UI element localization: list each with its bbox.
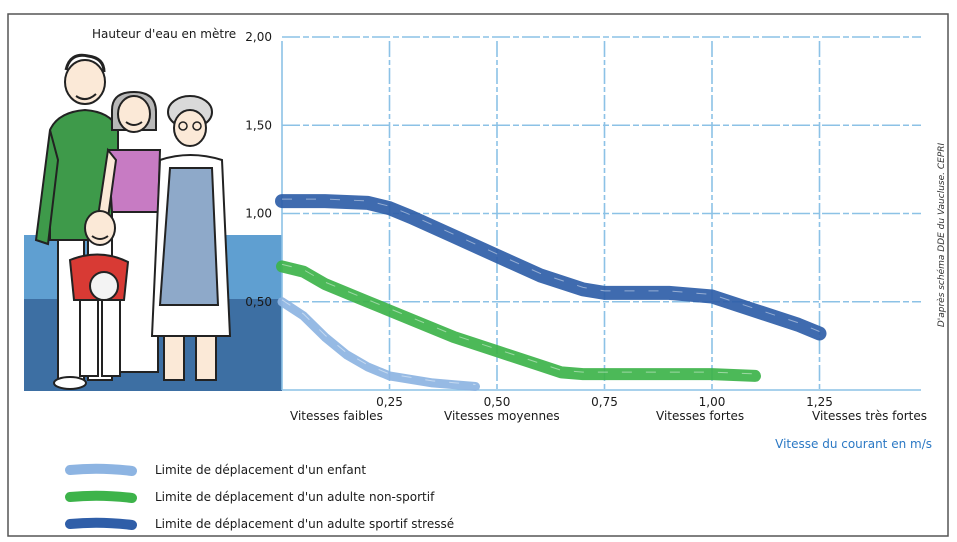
x-tick-label: 0,50: [484, 395, 511, 409]
series-line: [277, 297, 480, 391]
legend: Limite de déplacement d'un enfant Limite …: [65, 463, 454, 531]
series-line-texture: [282, 198, 820, 332]
x-tick-label: 1,00: [699, 395, 726, 409]
speed-zone-label: Vitesses fortes: [656, 409, 744, 423]
series-line: [275, 194, 827, 341]
source-credit: D'après schéma DDE du Vaucluse. CEPRI: [936, 142, 947, 327]
legend-item-label: Limite de déplacement d'un adulte non-sp…: [155, 490, 435, 504]
series-line-texture: [281, 299, 476, 385]
legend-swatch: [65, 490, 137, 503]
x-axis-label: Vitesse du courant en m/s: [775, 437, 932, 451]
grandmother-figure-icon: [150, 95, 232, 381]
x-tick-label: 0,75: [591, 395, 618, 409]
legend-swatch: [65, 463, 137, 476]
x-tick-label: 1,25: [806, 395, 833, 409]
speed-zone-label: Vitesses moyennes: [444, 409, 560, 423]
speed-zone-labels: Vitesses faibles Vitesses moyennes Vitesse…: [290, 409, 927, 423]
speed-zone-label: Vitesses très fortes: [812, 409, 927, 423]
child-figure-icon: [68, 210, 130, 377]
x-tick-label: 0,25: [376, 395, 403, 409]
y-axis-label: Hauteur d'eau en mètre: [92, 27, 236, 41]
plot-area: 0,50 1,00 1,50 2,00 0,25 0,50 0,75 1,00 1,25: [245, 30, 921, 409]
series-line: [276, 260, 761, 382]
y-tick-label: 0,50: [245, 295, 272, 309]
legend-item-label: Limite de déplacement d'un adulte sporti…: [155, 517, 454, 531]
legend-swatch: [65, 517, 137, 530]
y-tick-label: 1,00: [245, 207, 272, 221]
series-line-texture: [281, 263, 756, 375]
y-tick-label: 1,50: [245, 118, 272, 132]
chart-border: [7, 13, 949, 537]
family-water-illustration: [24, 53, 282, 391]
legend-item-label: Limite de déplacement d'un enfant: [155, 463, 366, 477]
y-tick-label: 2,00: [245, 30, 272, 44]
speed-zone-label: Vitesses faibles: [290, 409, 383, 423]
